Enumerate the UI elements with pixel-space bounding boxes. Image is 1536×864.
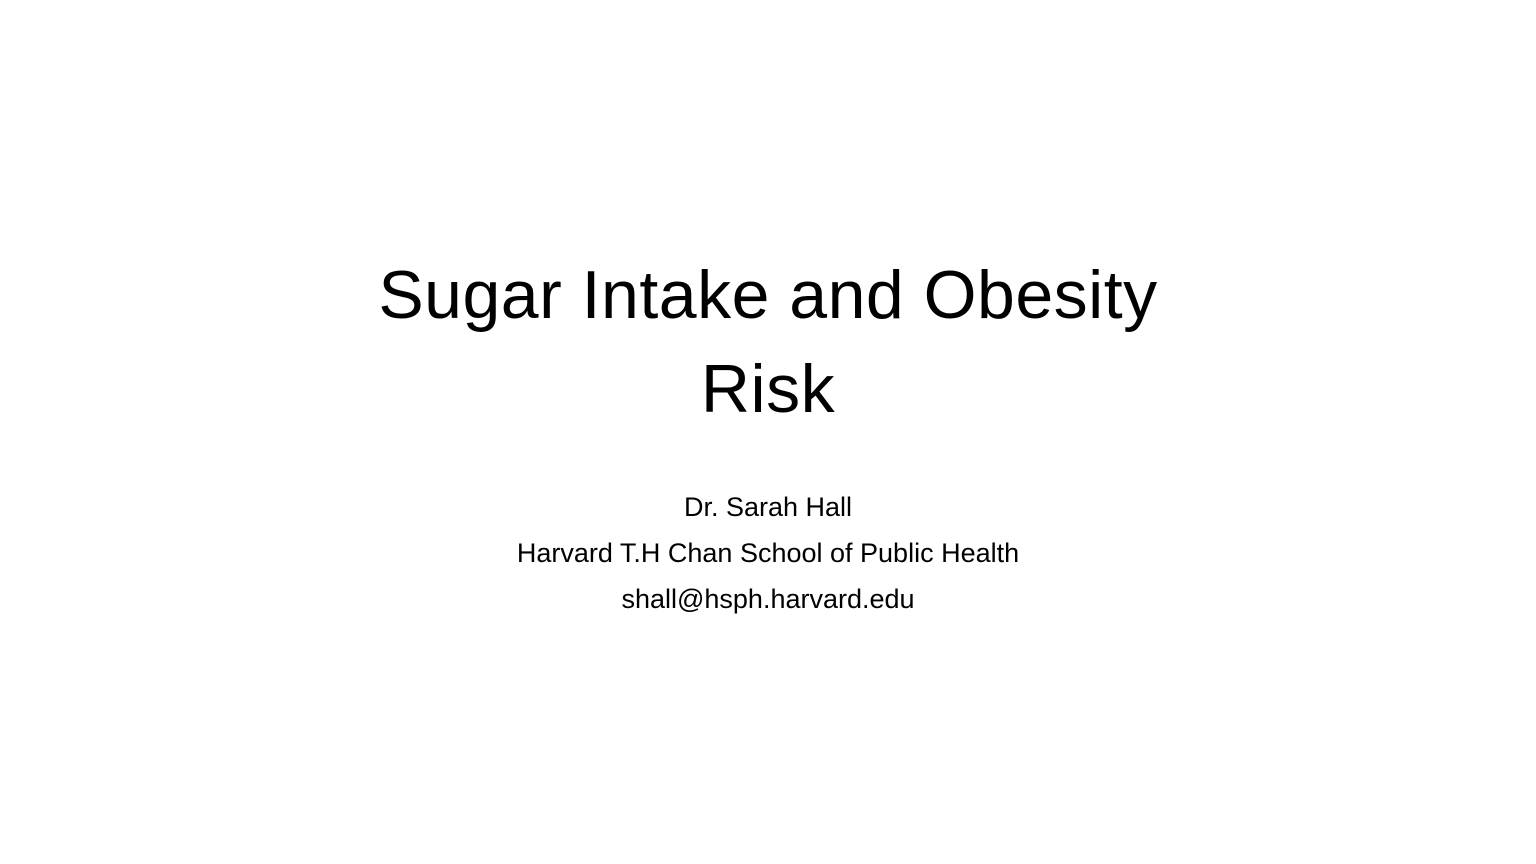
- slide-subtitle[interactable]: Dr. Sarah Hall Harvard T.H Chan School o…: [368, 484, 1168, 622]
- author-affiliation: Harvard T.H Chan School of Public Health: [516, 538, 1020, 568]
- slide-title-line-2: Risk: [700, 351, 836, 427]
- author-name: Dr. Sarah Hall: [683, 492, 853, 522]
- slide-title[interactable]: Sugar Intake and Obesity Risk: [300, 248, 1236, 436]
- author-email: shall@hsph.harvard.edu: [621, 584, 915, 614]
- slide-title-line-1: Sugar Intake and Obesity: [378, 257, 1158, 333]
